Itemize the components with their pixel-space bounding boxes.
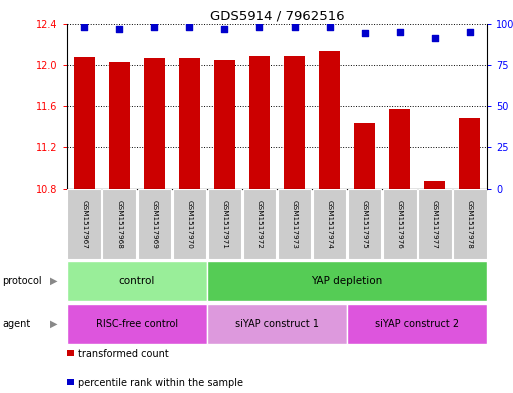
Point [466, 29, 474, 35]
Text: protocol: protocol [3, 276, 42, 286]
Text: control: control [119, 276, 155, 286]
Point [396, 29, 404, 35]
Point [185, 24, 193, 30]
Bar [67, 261, 207, 301]
Text: ▶: ▶ [50, 319, 57, 329]
Bar [424, 182, 445, 189]
Bar [249, 55, 270, 189]
Bar [144, 58, 165, 189]
Point [290, 24, 299, 30]
Point [80, 24, 88, 30]
Bar [137, 189, 171, 259]
Bar [459, 119, 480, 189]
Point [150, 24, 159, 30]
Text: siYAP construct 2: siYAP construct 2 [375, 319, 459, 329]
Point [325, 24, 333, 30]
Bar [418, 189, 451, 259]
Bar [207, 304, 347, 344]
Text: GSM1517970: GSM1517970 [186, 200, 192, 248]
Bar [207, 261, 487, 301]
Text: ▶: ▶ [50, 276, 57, 286]
Bar [453, 189, 487, 259]
Text: GSM1517973: GSM1517973 [291, 200, 298, 248]
Text: transformed count: transformed count [78, 349, 169, 359]
Bar [389, 109, 410, 189]
Text: percentile rank within the sample: percentile rank within the sample [78, 378, 244, 388]
Bar [383, 189, 417, 259]
Bar [103, 189, 136, 259]
Text: GSM1517971: GSM1517971 [222, 200, 227, 248]
Bar [313, 189, 346, 259]
Bar [347, 304, 487, 344]
Text: YAP depletion: YAP depletion [311, 276, 383, 286]
Bar [284, 55, 305, 189]
Bar [179, 58, 200, 189]
Point [115, 26, 123, 32]
Bar [74, 57, 95, 189]
Bar [354, 123, 375, 189]
Text: siYAP construct 1: siYAP construct 1 [235, 319, 319, 329]
Point [361, 30, 369, 37]
Text: GSM1517974: GSM1517974 [327, 200, 332, 248]
Bar [67, 304, 207, 344]
Bar [172, 189, 206, 259]
Point [430, 35, 439, 42]
Text: agent: agent [3, 319, 31, 329]
Bar [208, 189, 241, 259]
Bar [67, 189, 101, 259]
Bar [214, 60, 235, 189]
Text: GSM1517969: GSM1517969 [151, 200, 157, 248]
Text: GSM1517977: GSM1517977 [432, 200, 438, 248]
Bar [109, 62, 130, 189]
Bar [319, 51, 340, 189]
Bar [278, 189, 311, 259]
Bar [243, 189, 277, 259]
Text: GSM1517978: GSM1517978 [467, 200, 473, 248]
Title: GDS5914 / 7962516: GDS5914 / 7962516 [210, 9, 344, 22]
Text: GSM1517976: GSM1517976 [397, 200, 403, 248]
Point [255, 24, 264, 30]
Bar [348, 189, 382, 259]
Text: GSM1517975: GSM1517975 [362, 200, 368, 248]
Text: GSM1517972: GSM1517972 [256, 200, 263, 248]
Text: GSM1517967: GSM1517967 [81, 200, 87, 248]
Text: GSM1517968: GSM1517968 [116, 200, 122, 248]
Point [220, 26, 228, 32]
Text: RISC-free control: RISC-free control [96, 319, 178, 329]
